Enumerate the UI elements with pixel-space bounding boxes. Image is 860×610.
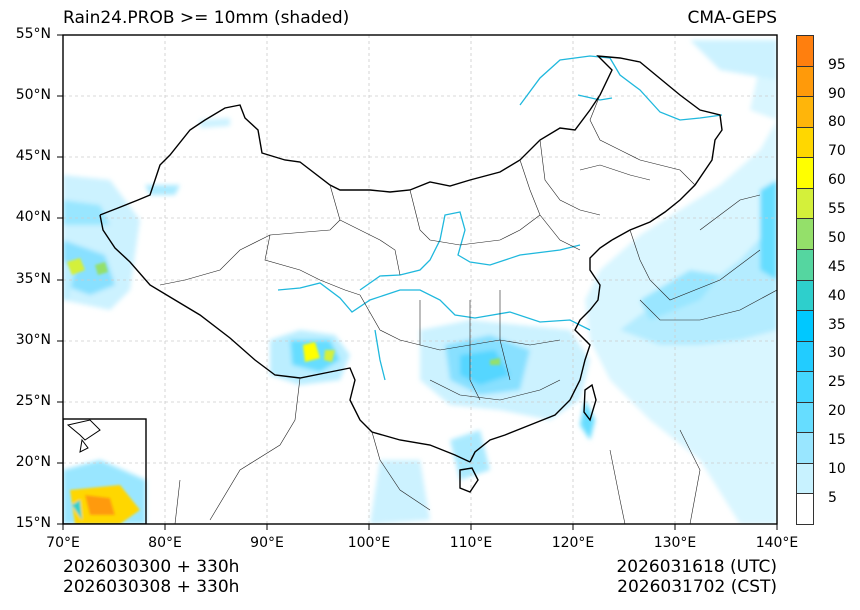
colorbar-label: 95 <box>828 57 846 73</box>
x-tick-label: 140°E <box>755 535 799 551</box>
colorbar-label: 50 <box>828 230 846 246</box>
model-name: CMA-GEPS <box>687 8 777 28</box>
colorbar-segment <box>797 463 813 495</box>
colorbar-segment <box>797 127 813 159</box>
colorbar-label: 20 <box>828 403 846 419</box>
y-tick-label: 50°N <box>15 87 51 103</box>
init-time-utc: 2026030300 + 330h <box>63 557 240 577</box>
colorbar-segment <box>797 280 813 312</box>
colorbar-segment <box>797 66 813 98</box>
colorbar-label: 35 <box>828 317 846 333</box>
valid-time-utc: 2026031618 (UTC) <box>616 557 777 577</box>
y-tick-label: 40°N <box>15 209 51 225</box>
colorbar-segment <box>797 97 813 128</box>
x-tick-label: 130°E <box>653 535 697 551</box>
x-tick-label: 70°E <box>46 535 80 551</box>
y-tick-label: 55°N <box>15 26 51 42</box>
colorbar-label: 10 <box>828 461 846 477</box>
colorbar-label: 45 <box>828 259 846 275</box>
y-tick-label: 45°N <box>15 148 51 164</box>
x-tick-label: 120°E <box>551 535 595 551</box>
chart-title: Rain24.PROB >= 10mm (shaded) <box>63 8 350 28</box>
colorbar-label: 70 <box>828 143 846 159</box>
colorbar-segment <box>797 219 813 250</box>
init-time-cst: 2026030308 + 330h <box>63 577 240 597</box>
colorbar-label: 30 <box>828 345 846 361</box>
colorbar-segment <box>797 311 813 342</box>
colorbar-segment <box>797 341 813 373</box>
y-tick-label: 35°N <box>15 271 51 287</box>
valid-time-cst: 2026031702 (CST) <box>617 577 777 597</box>
colorbar-segment <box>797 249 813 281</box>
precip-high <box>67 258 500 524</box>
rivers <box>277 55 723 381</box>
x-tick-label: 80°E <box>148 535 182 551</box>
precip-shading <box>63 40 777 524</box>
x-tick-label: 90°E <box>250 535 284 551</box>
colorbar-label: 80 <box>828 114 846 130</box>
colorbar-segment <box>797 494 813 524</box>
y-tick-label: 25°N <box>15 393 51 409</box>
colorbar-segment <box>797 36 813 67</box>
x-tick-label: 110°E <box>449 535 493 551</box>
colorbar-segment <box>797 188 813 220</box>
colorbar-segment <box>797 402 813 434</box>
y-tick-label: 15°N <box>15 515 51 531</box>
colorbar-label: 5 <box>828 490 837 506</box>
colorbar-segment <box>797 158 813 189</box>
lat-lon-grid <box>63 35 777 524</box>
valid-time-block: 2026031618 (UTC) 2026031702 (CST) <box>616 557 777 597</box>
colorbar-label: 15 <box>828 432 846 448</box>
colorbar-label: 25 <box>828 374 846 390</box>
province-borders <box>159 94 777 524</box>
y-tick-label: 30°N <box>15 332 51 348</box>
colorbar-label: 90 <box>828 86 846 102</box>
colorbar-segment <box>797 433 813 464</box>
x-tick-label: 100°E <box>347 535 391 551</box>
y-tick-label: 20°N <box>15 454 51 470</box>
colorbar-label: 55 <box>828 201 846 217</box>
init-time-block: 2026030300 + 330h 2026030308 + 330h <box>63 557 239 597</box>
colorbar-segment <box>797 372 813 403</box>
colorbar <box>796 35 814 525</box>
colorbar-label: 40 <box>828 288 846 304</box>
south-china-sea-inset <box>63 418 147 524</box>
colorbar-label: 60 <box>828 172 846 188</box>
